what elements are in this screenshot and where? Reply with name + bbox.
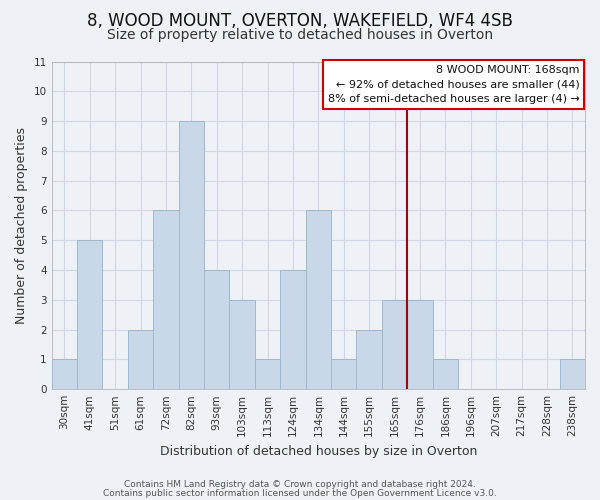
Text: Contains HM Land Registry data © Crown copyright and database right 2024.: Contains HM Land Registry data © Crown c… <box>124 480 476 489</box>
Bar <box>433 360 458 389</box>
Bar <box>356 330 382 389</box>
Bar <box>128 330 153 389</box>
Text: Size of property relative to detached houses in Overton: Size of property relative to detached ho… <box>107 28 493 42</box>
Bar <box>305 210 331 389</box>
Bar <box>560 360 585 389</box>
Bar <box>77 240 103 389</box>
Bar <box>382 300 407 389</box>
Text: 8 WOOD MOUNT: 168sqm
← 92% of detached houses are smaller (44)
8% of semi-detach: 8 WOOD MOUNT: 168sqm ← 92% of detached h… <box>328 65 580 104</box>
Bar <box>280 270 305 389</box>
Bar <box>153 210 179 389</box>
Bar <box>229 300 255 389</box>
Bar <box>52 360 77 389</box>
Text: Contains public sector information licensed under the Open Government Licence v3: Contains public sector information licen… <box>103 488 497 498</box>
Bar <box>255 360 280 389</box>
Text: 8, WOOD MOUNT, OVERTON, WAKEFIELD, WF4 4SB: 8, WOOD MOUNT, OVERTON, WAKEFIELD, WF4 4… <box>87 12 513 30</box>
Bar <box>179 121 204 389</box>
Bar <box>407 300 433 389</box>
Y-axis label: Number of detached properties: Number of detached properties <box>15 127 28 324</box>
Bar <box>331 360 356 389</box>
Bar <box>204 270 229 389</box>
X-axis label: Distribution of detached houses by size in Overton: Distribution of detached houses by size … <box>160 444 477 458</box>
